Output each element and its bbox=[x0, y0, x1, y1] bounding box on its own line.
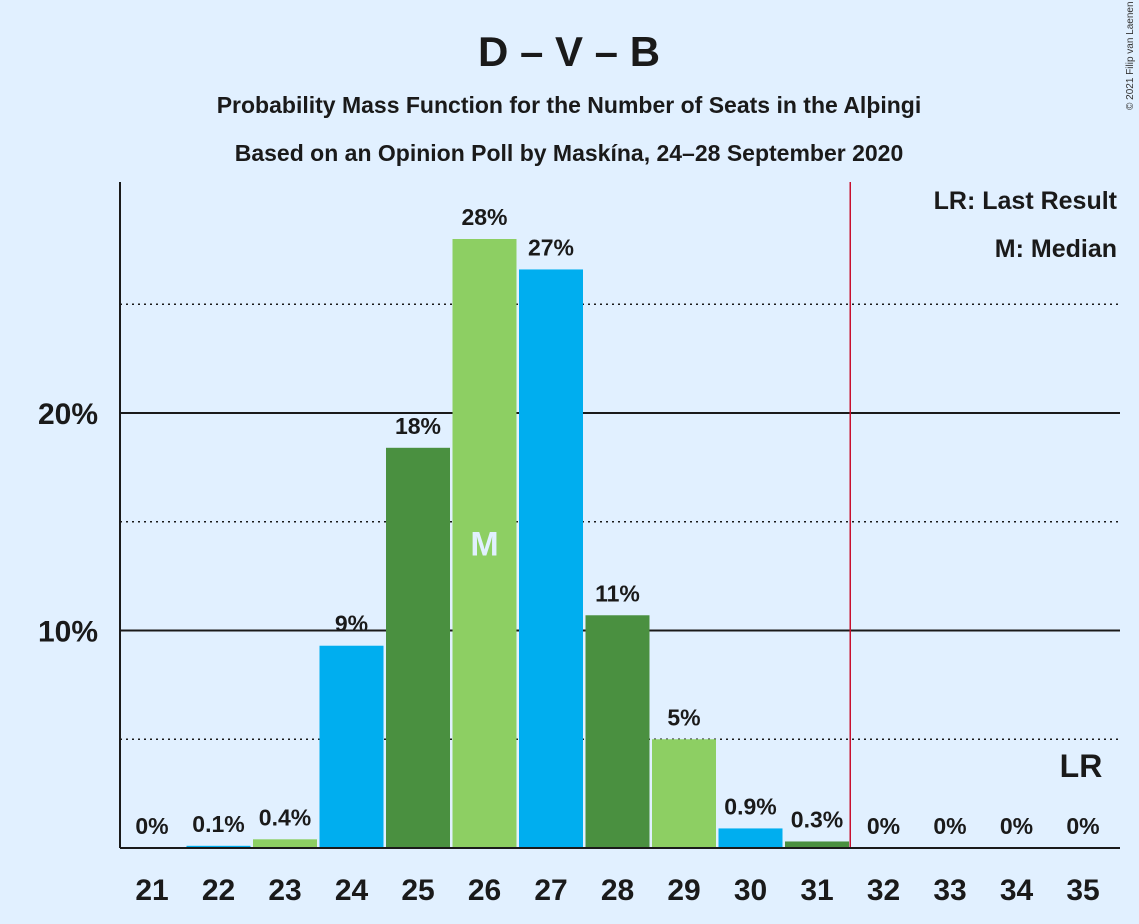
data-label: 9% bbox=[335, 611, 368, 637]
data-label: 0% bbox=[1000, 813, 1033, 839]
data-label: 28% bbox=[461, 204, 507, 230]
x-tick-label: 27 bbox=[534, 874, 567, 907]
axes: 10% 20% 21 22 23 24 25 26 27 28 29 30 31 32 33 34 35 bbox=[38, 182, 1120, 907]
bar bbox=[519, 269, 583, 848]
x-tick-label: 34 bbox=[1000, 874, 1034, 907]
bar bbox=[186, 845, 251, 848]
bars bbox=[186, 239, 849, 848]
data-label: 0.4% bbox=[259, 804, 311, 830]
x-tick-label: 35 bbox=[1066, 874, 1099, 907]
bar bbox=[652, 739, 716, 848]
data-label: 0% bbox=[933, 813, 966, 839]
x-tick-label: 32 bbox=[867, 874, 900, 907]
copyright-note: © 2021 Filip van Laenen bbox=[1125, 1, 1136, 110]
y-tick-label: 10% bbox=[38, 616, 98, 649]
x-tick-label: 33 bbox=[933, 874, 966, 907]
bar bbox=[386, 447, 450, 848]
bar bbox=[319, 645, 384, 848]
median-marker: M bbox=[470, 526, 498, 564]
data-label: 0.1% bbox=[192, 811, 244, 837]
x-tick-label: 23 bbox=[268, 874, 301, 907]
data-label: 18% bbox=[395, 413, 441, 439]
data-label: 0% bbox=[867, 813, 900, 839]
legend-last-result: LR: Last Result bbox=[934, 187, 1118, 215]
data-label: 0.9% bbox=[724, 793, 776, 819]
data-label: 0.3% bbox=[791, 806, 843, 832]
bar bbox=[718, 828, 783, 848]
x-tick-label: 30 bbox=[734, 874, 767, 907]
legend-median: M: Median bbox=[995, 235, 1117, 263]
data-label: 5% bbox=[667, 704, 700, 730]
chart-subtitle-2: Based on an Opinion Poll by Maskína, 24–… bbox=[235, 140, 904, 166]
data-label: 0% bbox=[135, 813, 168, 839]
x-tick-label: 31 bbox=[800, 874, 833, 907]
x-tick-label: 29 bbox=[667, 874, 700, 907]
x-tick-label: 26 bbox=[468, 874, 501, 907]
annotations: 0% 0.1% 0.4% 9% 18% 28% 27% 11% 5% 0.9% 0.3% 0% 0% 0%… bbox=[135, 182, 1102, 848]
chart-title: D – V – B bbox=[478, 28, 660, 75]
data-label: 27% bbox=[528, 234, 574, 260]
x-tick-label: 28 bbox=[601, 874, 634, 907]
data-label: 11% bbox=[595, 580, 640, 606]
x-tick-label: 24 bbox=[335, 874, 369, 907]
bar bbox=[452, 239, 517, 848]
bar bbox=[253, 839, 317, 848]
y-tick-label: 20% bbox=[38, 398, 98, 431]
chart-subtitle: Probability Mass Function for the Number… bbox=[217, 92, 922, 118]
x-tick-label: 21 bbox=[135, 874, 168, 907]
last-result-marker: LR bbox=[1060, 748, 1103, 784]
bar bbox=[585, 615, 650, 848]
x-tick-label: 25 bbox=[401, 874, 434, 907]
bar bbox=[785, 841, 849, 848]
x-tick-label: 22 bbox=[202, 874, 235, 907]
data-label: 0% bbox=[1066, 813, 1099, 839]
